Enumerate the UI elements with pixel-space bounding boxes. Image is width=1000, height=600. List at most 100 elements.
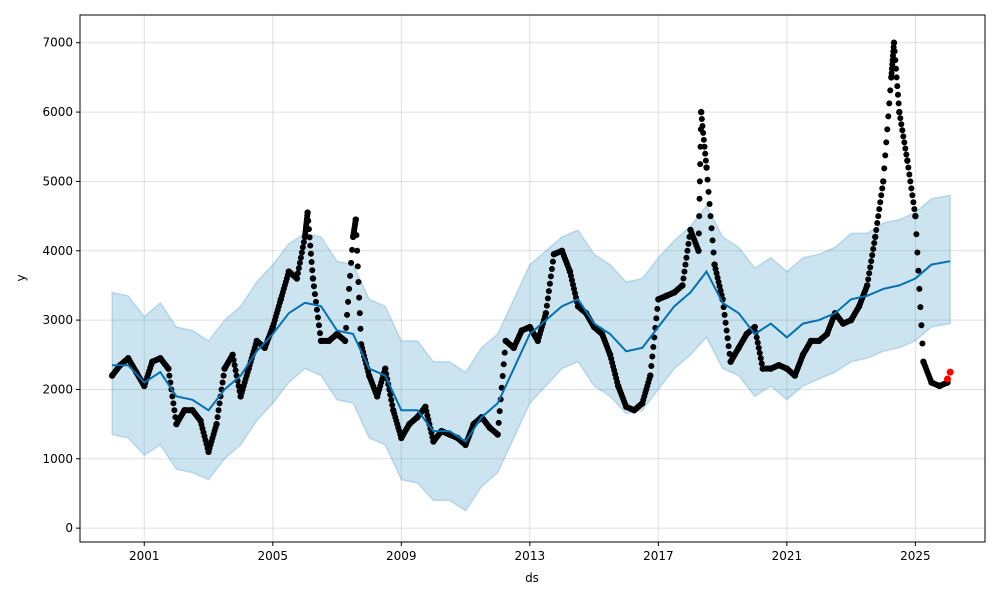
actual-point (880, 178, 887, 185)
actual-point-trail (214, 414, 221, 421)
actual-point (679, 282, 686, 289)
actual-point (872, 233, 879, 241)
actual-point-trail (346, 285, 353, 292)
actual-point-trail (868, 258, 875, 265)
actual-point-trail (651, 334, 658, 341)
y-axis: 0 1000 2000 3000 4000 5000 6000 7000 (42, 36, 80, 535)
actual-point-trail (549, 258, 556, 265)
actual-point-trail (298, 249, 305, 256)
actual-point (341, 337, 349, 345)
actual-point-trail (725, 343, 732, 350)
actual-point-trail (878, 192, 885, 199)
actual-point (229, 351, 236, 358)
x-axis: 2001 2005 2009 2013 2017 2021 2025 (129, 542, 931, 563)
actual-point-trail (495, 419, 502, 426)
actual-point-trail (865, 276, 872, 283)
actual-point-trail (701, 143, 708, 150)
actual-point-trail (348, 259, 355, 266)
actual-point-trail (754, 339, 761, 346)
actual-point (494, 431, 501, 438)
actual-point-trail (910, 199, 917, 206)
actual-point-trail (906, 171, 913, 178)
actual-point-trail (894, 83, 901, 90)
actual-point (890, 39, 898, 46)
actual-point-trail (680, 275, 687, 282)
actual-point (382, 365, 389, 372)
y-tick-label: 5000 (42, 174, 73, 188)
actual-point-trail (295, 265, 302, 272)
actual-point-trail (547, 273, 554, 280)
actual-point-trail (544, 295, 551, 302)
actual-point-trail (307, 250, 314, 257)
actual-point-trail (344, 311, 351, 318)
actual-point-trail (684, 247, 691, 254)
actual-point-trail (357, 325, 364, 332)
actual-point-trail (882, 152, 889, 159)
actual-point-trail (710, 249, 717, 256)
actual-point (888, 74, 895, 81)
actual-point-trail (722, 319, 729, 326)
x-tick-label: 2013 (515, 549, 546, 563)
actual-point-trail (683, 254, 690, 261)
actual-point-trail (915, 267, 922, 274)
actual-point-trail (758, 360, 765, 367)
y-tick-label: 3000 (42, 313, 73, 327)
actual-point-trail (753, 334, 760, 341)
actual-point-trail (700, 129, 707, 136)
actual-point-trail (893, 74, 900, 81)
actual-point-trail (220, 372, 227, 379)
actual-point-trail (888, 70, 895, 77)
x-tick-label: 2017 (643, 549, 674, 563)
actual-point-trail (697, 161, 704, 168)
recent-point (946, 368, 954, 376)
actual-point-trail (496, 408, 503, 415)
actual-point-trail (681, 268, 688, 275)
actual-point-trail (919, 340, 926, 347)
actual-point-trail (891, 48, 898, 55)
actual-point-trail (700, 136, 707, 143)
forecast-line (112, 260, 951, 443)
actual-point-trail (294, 270, 301, 277)
actual-point-trail (881, 165, 888, 172)
actual-point-trail (310, 283, 317, 290)
actual-point-trail (312, 298, 319, 305)
actual-point-trail (343, 324, 350, 331)
actual-point-trail (898, 121, 905, 128)
actual-point-trail (899, 127, 906, 134)
x-tick-label: 2009 (386, 549, 417, 563)
actual-point-trail (653, 315, 660, 322)
plot-background (80, 15, 985, 542)
actual-point-trail (305, 226, 312, 233)
actual-point-trail (702, 157, 709, 164)
actual-point-trail (870, 246, 877, 253)
plot-frame (79, 14, 986, 543)
actual-point-trail (345, 298, 352, 305)
y-tick-label: 7000 (42, 36, 73, 50)
actual-point-trail (231, 362, 238, 369)
actual-point-trail (356, 310, 363, 317)
actual-point-trail (296, 259, 303, 266)
recent-points (944, 368, 954, 383)
actual-point-trail (702, 150, 709, 157)
actual-point-trail (682, 261, 689, 268)
actual-point-trail (316, 330, 323, 337)
actual-point-trail (389, 402, 396, 409)
actual-point (904, 157, 911, 164)
actual-point-trail (649, 353, 656, 360)
actual-point-trail (171, 407, 178, 414)
actual-point-trail (756, 350, 763, 357)
actual-point-trail (886, 100, 893, 107)
actual-point-trail (315, 322, 322, 329)
actual-point-trail (696, 195, 703, 202)
actual-point-trail (879, 185, 886, 192)
actual-point-trail (388, 396, 395, 403)
actual-point-trail (307, 242, 314, 249)
actual-point-trail (889, 61, 896, 68)
actual-point-trail (500, 361, 507, 368)
actual-point-trail (216, 400, 223, 407)
actual-point-trail (695, 230, 702, 237)
actual-point-trail (545, 288, 552, 295)
actual-point-trail (883, 139, 890, 146)
y-tick-label: 0 (65, 521, 73, 535)
